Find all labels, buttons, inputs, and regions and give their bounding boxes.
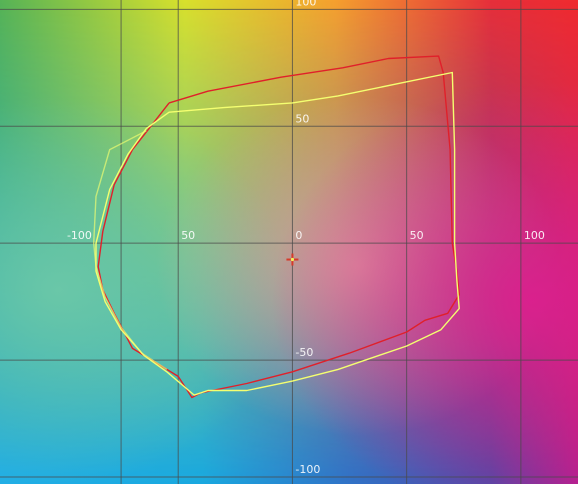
tick-labels: -100 50 0 50 100 100 50 -50 -100 bbox=[67, 0, 545, 476]
gamut-line-yellow-left-branch bbox=[92, 130, 168, 370]
x-tick-label: -100 bbox=[67, 229, 92, 242]
center-marker-dot bbox=[290, 257, 295, 262]
gamut-series bbox=[92, 55, 460, 399]
y-tick-label: 50 bbox=[295, 112, 309, 125]
x-tick-label: 0 bbox=[295, 229, 302, 242]
gamut-line-yellow bbox=[95, 71, 460, 396]
y-tick-label: -50 bbox=[295, 346, 313, 359]
x-tick-label: 100 bbox=[524, 229, 545, 242]
x-tick-label: 50 bbox=[410, 229, 424, 242]
y-tick-label: -100 bbox=[295, 463, 320, 476]
center-marker bbox=[286, 253, 299, 266]
y-tick-label: 100 bbox=[295, 0, 316, 8]
gamut-line-red bbox=[97, 55, 460, 399]
x-tick-label: 50 bbox=[181, 229, 195, 242]
